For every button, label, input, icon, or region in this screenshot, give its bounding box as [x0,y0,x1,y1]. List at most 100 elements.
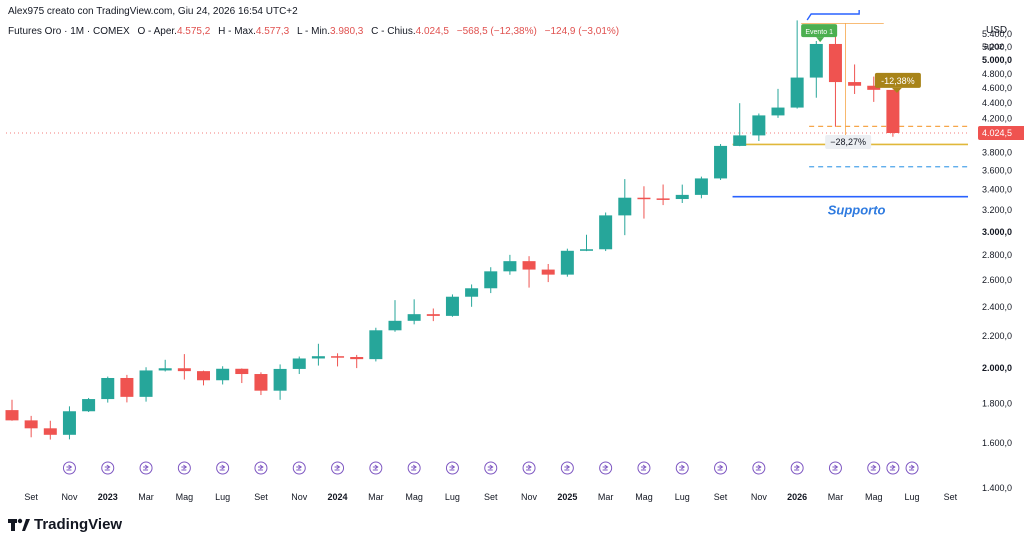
y-tick-label: 2.600,0 [982,275,1012,285]
y-tick-label: 4.600,0 [982,83,1012,93]
x-tick-label: Lug [445,492,460,502]
event-label: Evento 1 [805,29,833,36]
x-tick-label: Lug [675,492,690,502]
event-marker-glyph [104,464,111,471]
candle-body [522,261,536,270]
candle-body [694,178,708,195]
low-label: L - Min. [297,26,330,37]
time-axis[interactable]: Set Nov 2023 Mar Mag Lug Set Nov 2024 Mar Mag Lug Se… [24,492,957,502]
x-tick-label: 2023 [98,492,118,502]
event-marker-glyph [334,464,341,471]
candle-body [82,399,96,412]
event-badge [801,24,838,38]
candle-body [311,356,325,359]
x-tick-label: Lug [215,492,230,502]
y-tick-label: 3.400,0 [982,185,1012,195]
candle-body [273,368,287,391]
drawdown-badge [825,135,872,150]
drawing-top-mark [806,10,860,21]
y-tick-label: 2.400,0 [982,302,1012,312]
drawdown-label: −28,27% [830,137,866,147]
x-tick-label: Set [944,492,958,502]
annotation-layer: Evento 1 -12,38% −28,27% Supporto [801,10,921,218]
candle-body [771,107,785,116]
y-tick-label: 4.400,0 [982,98,1012,108]
candle-body [867,85,881,90]
event-badge-pointer [816,37,825,43]
event-marker-glyph [411,464,417,471]
candle-body [809,43,823,78]
currency-label[interactable]: USD [986,25,1008,36]
event-marker-glyph [602,464,609,471]
x-tick-label: Nov [61,492,78,502]
candle-body [43,428,57,435]
open-value: 4.575,2 [176,26,211,37]
candle-body [848,82,862,86]
candle-body [158,368,172,371]
y-tick-label: 1.400,0 [982,483,1012,493]
y-tick-label: 3.200,0 [982,205,1012,215]
x-tick-label: Mar [138,492,154,502]
last-move-label: -12,38% [881,76,915,86]
y-tick-label: 2.800,0 [982,250,1012,260]
x-tick-label: Mag [635,492,653,502]
high-value: 4.577,3 [255,26,290,37]
candle-body [541,269,555,275]
event-marker-glyph [889,464,896,471]
y-tick-label: 5.200,0 [982,42,1012,52]
candle-body [426,314,440,316]
symbol-name: Futures Oro · 1M · COMEX [8,26,130,37]
candle-body [101,377,115,400]
x-tick-label: Mag [865,492,883,502]
support-label: Supporto [828,203,886,218]
candle-body [445,296,459,316]
candle-body [331,356,345,358]
x-tick-label: Mar [598,492,614,502]
event-marker-glyph [296,464,303,471]
y-tick-label: 3.000,0 [982,227,1012,237]
candle-body [675,194,689,200]
event-marker-glyph [526,464,532,471]
tradingview-logo[interactable]: TradingView [8,516,122,533]
candle-body [714,145,728,179]
event-marker-glyph [909,464,915,471]
event-marker-glyph [717,464,724,471]
candle-body [350,357,364,360]
candle-body [120,377,134,397]
last-move-badge-pointer [891,87,902,93]
event-marker-glyph [679,464,686,471]
candle-body [828,43,842,83]
change-value: −568,5 (−12,38%) [456,26,537,37]
event-marker-glyph [640,464,647,471]
scale-mode-label[interactable]: apoz [984,41,1004,51]
price-axis[interactable]: 1.400,0 1.600,0 1.800,0 2.000,0 2.200,0 2.400… [978,29,1024,493]
symbol-legend[interactable]: Futures Oro · 1M · COMEX O - Aper.4.575,… [8,26,619,37]
candle-body [407,314,421,321]
close-label: C - Chius. [371,26,416,37]
event-marker-glyph [564,464,571,471]
open-label: O - Aper. [137,26,177,37]
candle-body [62,411,76,435]
y-tick-label: 1.600,0 [982,438,1012,448]
candle-body [656,198,670,200]
low-value: 3.980,3 [330,26,364,37]
candles-layer [5,20,900,440]
high-label: H - Max. [218,26,256,37]
x-tick-label: Set [714,492,728,502]
event-marker-glyph [487,464,494,471]
current-price-tag [978,126,1024,141]
candle-body [752,115,766,136]
x-tick-label: 2026 [787,492,807,502]
event-marker-glyph [755,464,762,471]
x-tick-label: 2024 [328,492,348,502]
candle-body [733,135,747,146]
x-tick-label: Mar [368,492,384,502]
event-marker-glyph [832,464,839,471]
candle-body [216,368,230,381]
y-tick-label: 5.000,0 [982,55,1012,65]
tradingview-logo-icon [8,518,30,532]
event-marker-glyph [449,464,456,471]
x-tick-label: Nov [521,492,538,502]
candle-body [369,330,383,360]
